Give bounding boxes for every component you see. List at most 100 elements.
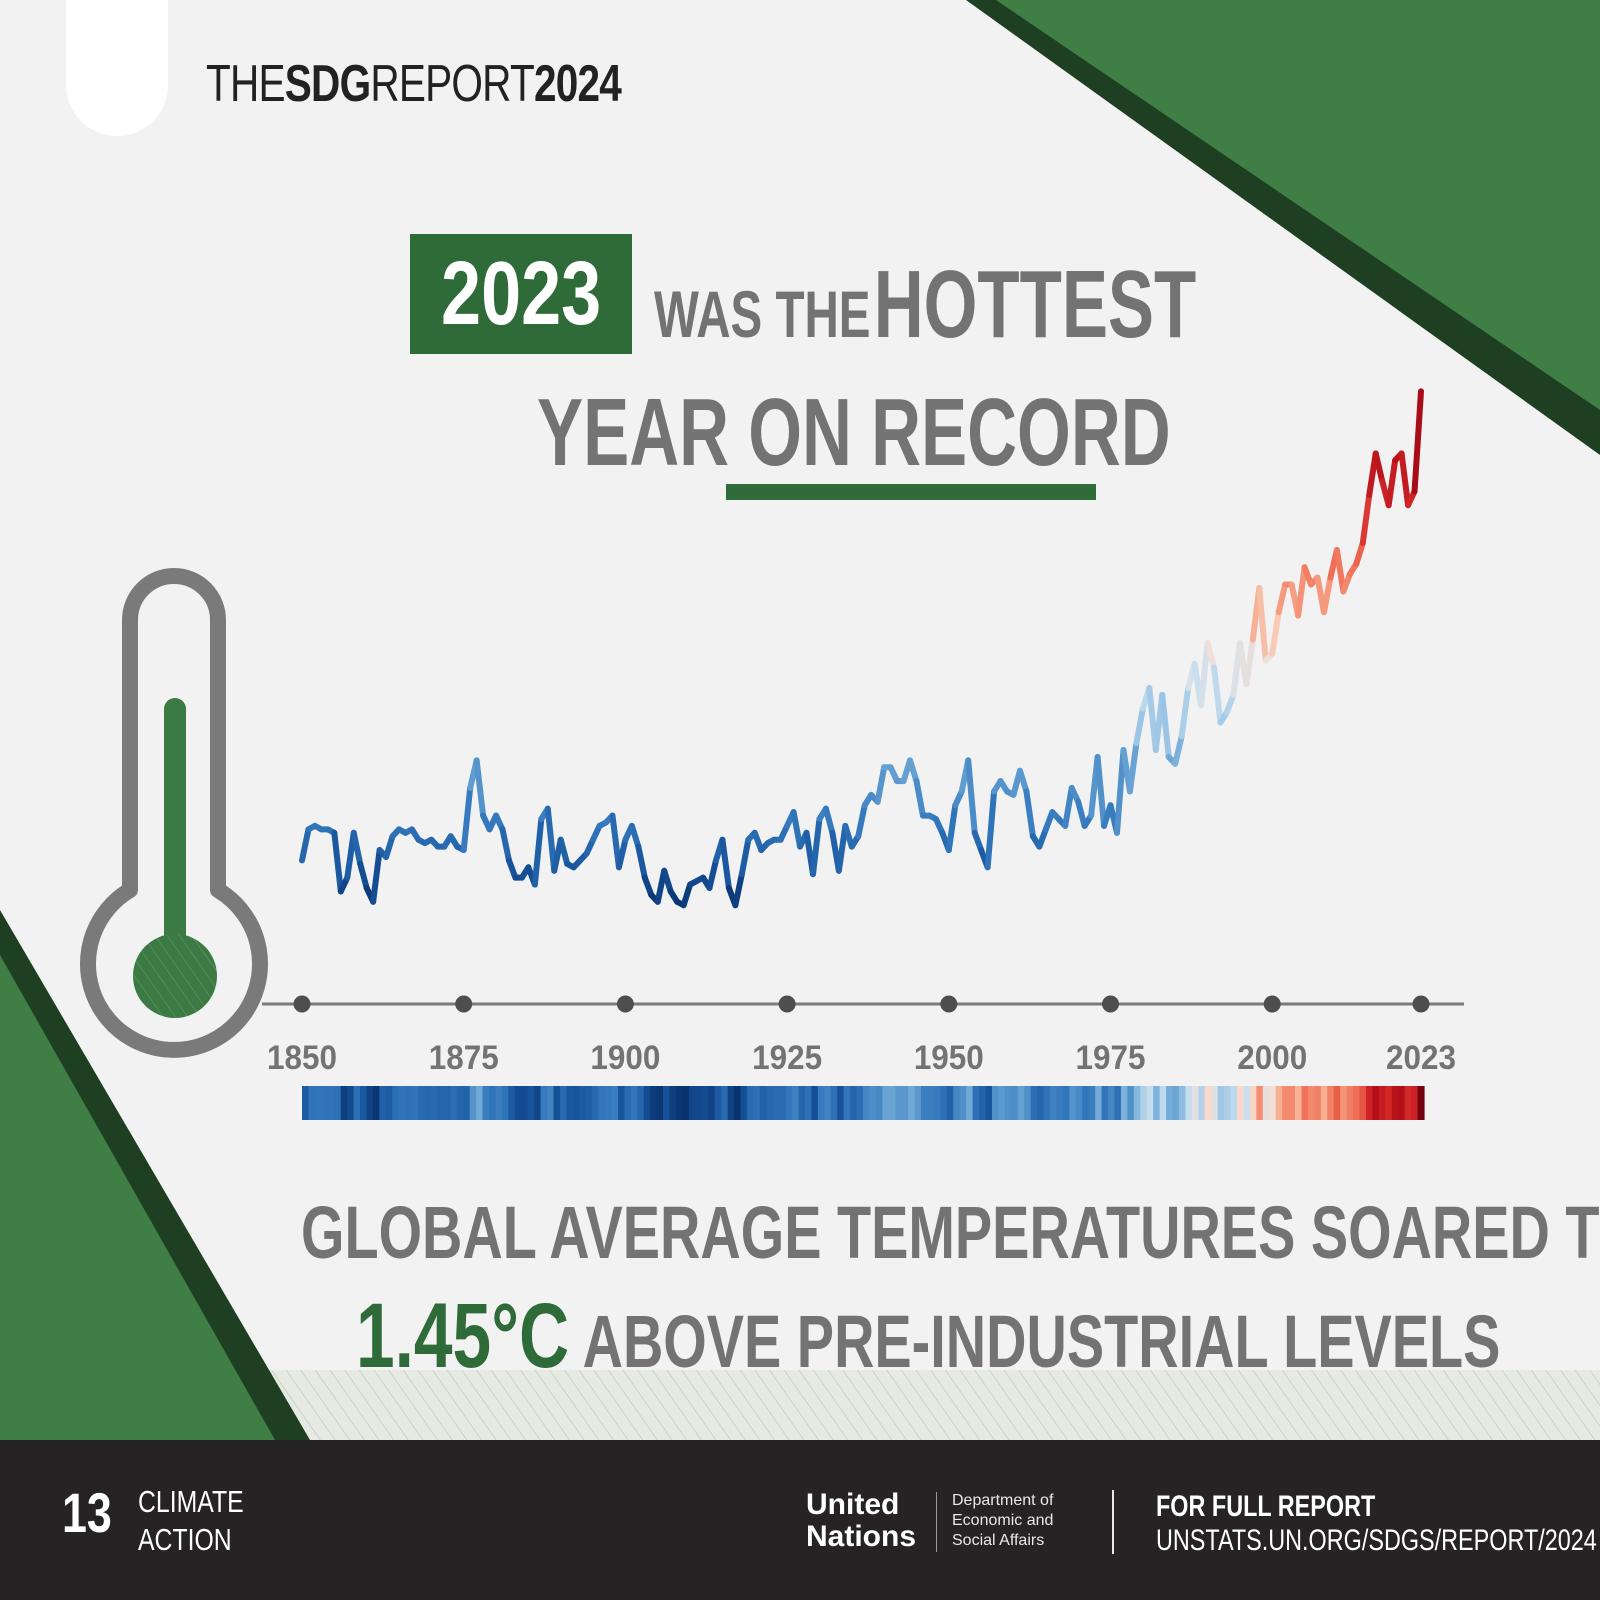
stripe-1944 [908,1086,916,1120]
stripe-1992 [1217,1086,1225,1120]
stripe-1912 [701,1086,709,1120]
stripe-1997 [1249,1086,1257,1120]
stripe-1966 [1050,1086,1058,1120]
stripe-1884 [521,1086,529,1120]
x-axis-tick-labels: 1850 1875 1900 1925 1950 1975 2000 2023 [267,1039,1456,1077]
stripe-1901 [630,1086,638,1120]
stripe-1977 [1120,1086,1128,1120]
stripe-1909 [682,1086,690,1120]
stripe-1952 [959,1086,967,1120]
stripe-1932 [830,1086,838,1120]
tick-label-2023: 2023 [1386,1039,1456,1077]
goal-number: 13 [62,1481,112,1544]
stripe-1972 [1088,1086,1096,1120]
stripe-1928 [804,1086,813,1120]
stripe-1964 [1037,1086,1045,1120]
stripe-1892 [572,1086,580,1120]
stripe-2023 [1417,1086,1425,1120]
statement-highlight: 1.45°C [356,1285,570,1387]
line-segment-1906 [661,867,674,895]
headline-hottest: HOTTEST [873,251,1197,358]
x-axis-ticks [293,995,1430,1013]
stripe-2019 [1391,1086,1399,1120]
thermometer-icon [80,568,268,1058]
un-name-line-2: Nations [806,1520,917,1553]
line-segment-1898 [609,812,622,871]
headline-was-the: WAS THE [654,277,871,351]
stripe-1854 [327,1086,335,1120]
line-segment-1850 [299,826,312,864]
line-segment-1954 [971,829,985,854]
stripe-1986 [1178,1086,1187,1120]
stripe-1951 [953,1086,961,1120]
stripe-2005 [1301,1086,1309,1120]
headline-on-record: ON RECORD [748,379,1171,486]
line-segment-1978 [1126,740,1140,795]
stripe-1923 [772,1086,780,1120]
stripe-1976 [1114,1086,1122,1120]
stripe-1982 [1153,1086,1161,1120]
stripe-1954 [972,1086,980,1120]
un-name-line-1: United [806,1488,900,1521]
stripe-1911 [695,1086,703,1120]
headline-line-2: YEAR ON RECORD [537,378,1171,488]
stripe-2008 [1320,1086,1328,1120]
stripe-1995 [1237,1086,1245,1120]
stripe-1980 [1140,1086,1148,1120]
stripe-2010 [1333,1086,1341,1120]
stripe-1881 [501,1086,509,1120]
stripe-2004 [1295,1086,1303,1120]
stripe-1933 [837,1086,845,1120]
line-segment-1998 [1256,584,1269,664]
line-segment-2018 [1385,457,1399,509]
line-segment-1858 [350,829,364,867]
tick-dot-1950 [940,995,958,1013]
stripe-2001 [1275,1086,1283,1120]
stripe-2011 [1340,1086,1348,1120]
stripe-2006 [1307,1086,1315,1120]
stripe-1914 [714,1086,722,1120]
stripe-1978 [1127,1086,1135,1120]
line-segment-1888 [544,805,558,874]
stripe-1981 [1146,1086,1154,1120]
line-segment-1890 [557,836,571,867]
stripe-2002 [1282,1086,1290,1120]
stripe-1863 [385,1086,393,1120]
stripe-1967 [1056,1086,1064,1120]
tick-label-1850: 1850 [267,1039,337,1077]
line-segment-1996 [1243,636,1256,688]
line-segment-1902 [635,843,648,881]
line-segment-1936 [855,802,868,840]
stripe-1885 [527,1086,535,1120]
stripe-1940 [882,1086,890,1120]
stripe-2021 [1404,1086,1412,1120]
stripe-1906 [663,1086,671,1120]
stripe-1962 [1024,1086,1032,1120]
stripe-1918 [740,1086,748,1120]
line-segment-1985 [1172,733,1185,767]
stripe-1856 [340,1086,348,1120]
stripe-1947 [927,1086,935,1120]
stripe-1866 [405,1086,413,1120]
line-segment-2010 [1333,547,1347,595]
stripe-1920 [753,1086,761,1120]
stripe-2022 [1411,1086,1419,1120]
stripe-1894 [585,1086,593,1120]
report-url-link[interactable]: UNSTATS.UN.ORG/SDGS/REPORT/2024 [1156,1524,1597,1557]
stripe-1935 [850,1086,858,1120]
stripe-1879 [489,1086,497,1120]
stripe-1950 [946,1086,954,1120]
stripe-1888 [547,1086,555,1120]
stripe-1851 [308,1086,316,1120]
stripe-1852 [314,1086,322,1120]
stripe-1974 [1101,1086,1109,1120]
line-segment-2022 [1411,388,1424,495]
headline-year-box: 2023 [410,234,632,354]
stripe-1938 [869,1086,877,1120]
stripe-1898 [611,1086,619,1120]
stripe-1979 [1133,1086,1141,1120]
stripe-1996 [1243,1086,1251,1120]
statement-rest: ABOVE PRE-INDUSTRIAL LEVELS [582,1300,1501,1383]
stripe-2012 [1346,1086,1354,1120]
